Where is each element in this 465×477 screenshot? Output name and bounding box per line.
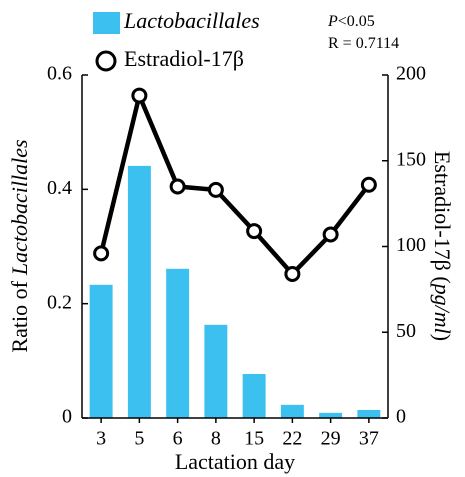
y2-tick-label: 0 (396, 406, 406, 428)
annotation: R = 0.7114 (328, 35, 399, 52)
y-axis-label: Ratio of Lactobacillales (7, 139, 32, 352)
bar (89, 284, 113, 418)
line-marker (169, 178, 186, 195)
y2-tick-label: 200 (396, 63, 426, 85)
line-marker (284, 265, 301, 282)
bar (280, 404, 304, 418)
legend-swatch (95, 50, 117, 72)
y2-tick-label: 150 (396, 148, 426, 170)
x-tick-label: 22 (282, 428, 302, 450)
annotation-part: P (327, 13, 338, 30)
y2-axis-label-part: pg/ml (430, 282, 455, 334)
legend-label: Estradiol-17β (124, 46, 244, 71)
bar (204, 324, 228, 418)
x-tick-label: 37 (359, 428, 379, 450)
x-tick-label: 15 (244, 428, 264, 450)
y-tick-label: 0.6 (47, 63, 72, 85)
y2-tick-label: 100 (396, 234, 426, 256)
y2-axis-label-part: ) (430, 334, 455, 341)
x-axis-label: Lactation day (175, 449, 295, 474)
line-marker (246, 223, 263, 240)
line (98, 93, 371, 277)
bar (357, 409, 381, 418)
annotation-part: R = 0.7114 (328, 35, 399, 52)
bar (127, 165, 151, 418)
x-tick-label: 6 (173, 428, 183, 450)
y-tick-label: 0.2 (47, 291, 72, 313)
line-marker (93, 245, 110, 262)
bar (242, 373, 266, 418)
line-marker (322, 226, 339, 243)
line-marker (207, 181, 224, 198)
y2-tick-label: 50 (396, 320, 416, 342)
y-axis-label-part: Ratio of (7, 280, 32, 352)
y-tick-label: 0.4 (47, 177, 72, 199)
y2-axis-label: Estradiol-17β (pg/ml) (430, 151, 455, 341)
annotation: P<0.05 (327, 13, 375, 30)
y2-axis-label-part: Estradiol-17β ( (430, 151, 455, 284)
y-tick-label: 0 (62, 406, 72, 428)
x-tick-label: 29 (321, 428, 341, 450)
x-tick-label: 5 (134, 428, 144, 450)
bar (166, 268, 190, 418)
x-tick-label: 3 (96, 428, 106, 450)
line-marker (131, 87, 148, 104)
legend-swatch (93, 12, 120, 34)
line-marker (360, 176, 377, 193)
legend-label: Lactobacillales (123, 8, 260, 33)
annotation-part: <0.05 (338, 13, 375, 30)
y-axis-label-part: Lactobacillales (7, 139, 32, 276)
x-tick-label: 8 (211, 428, 221, 450)
bar (319, 412, 343, 418)
